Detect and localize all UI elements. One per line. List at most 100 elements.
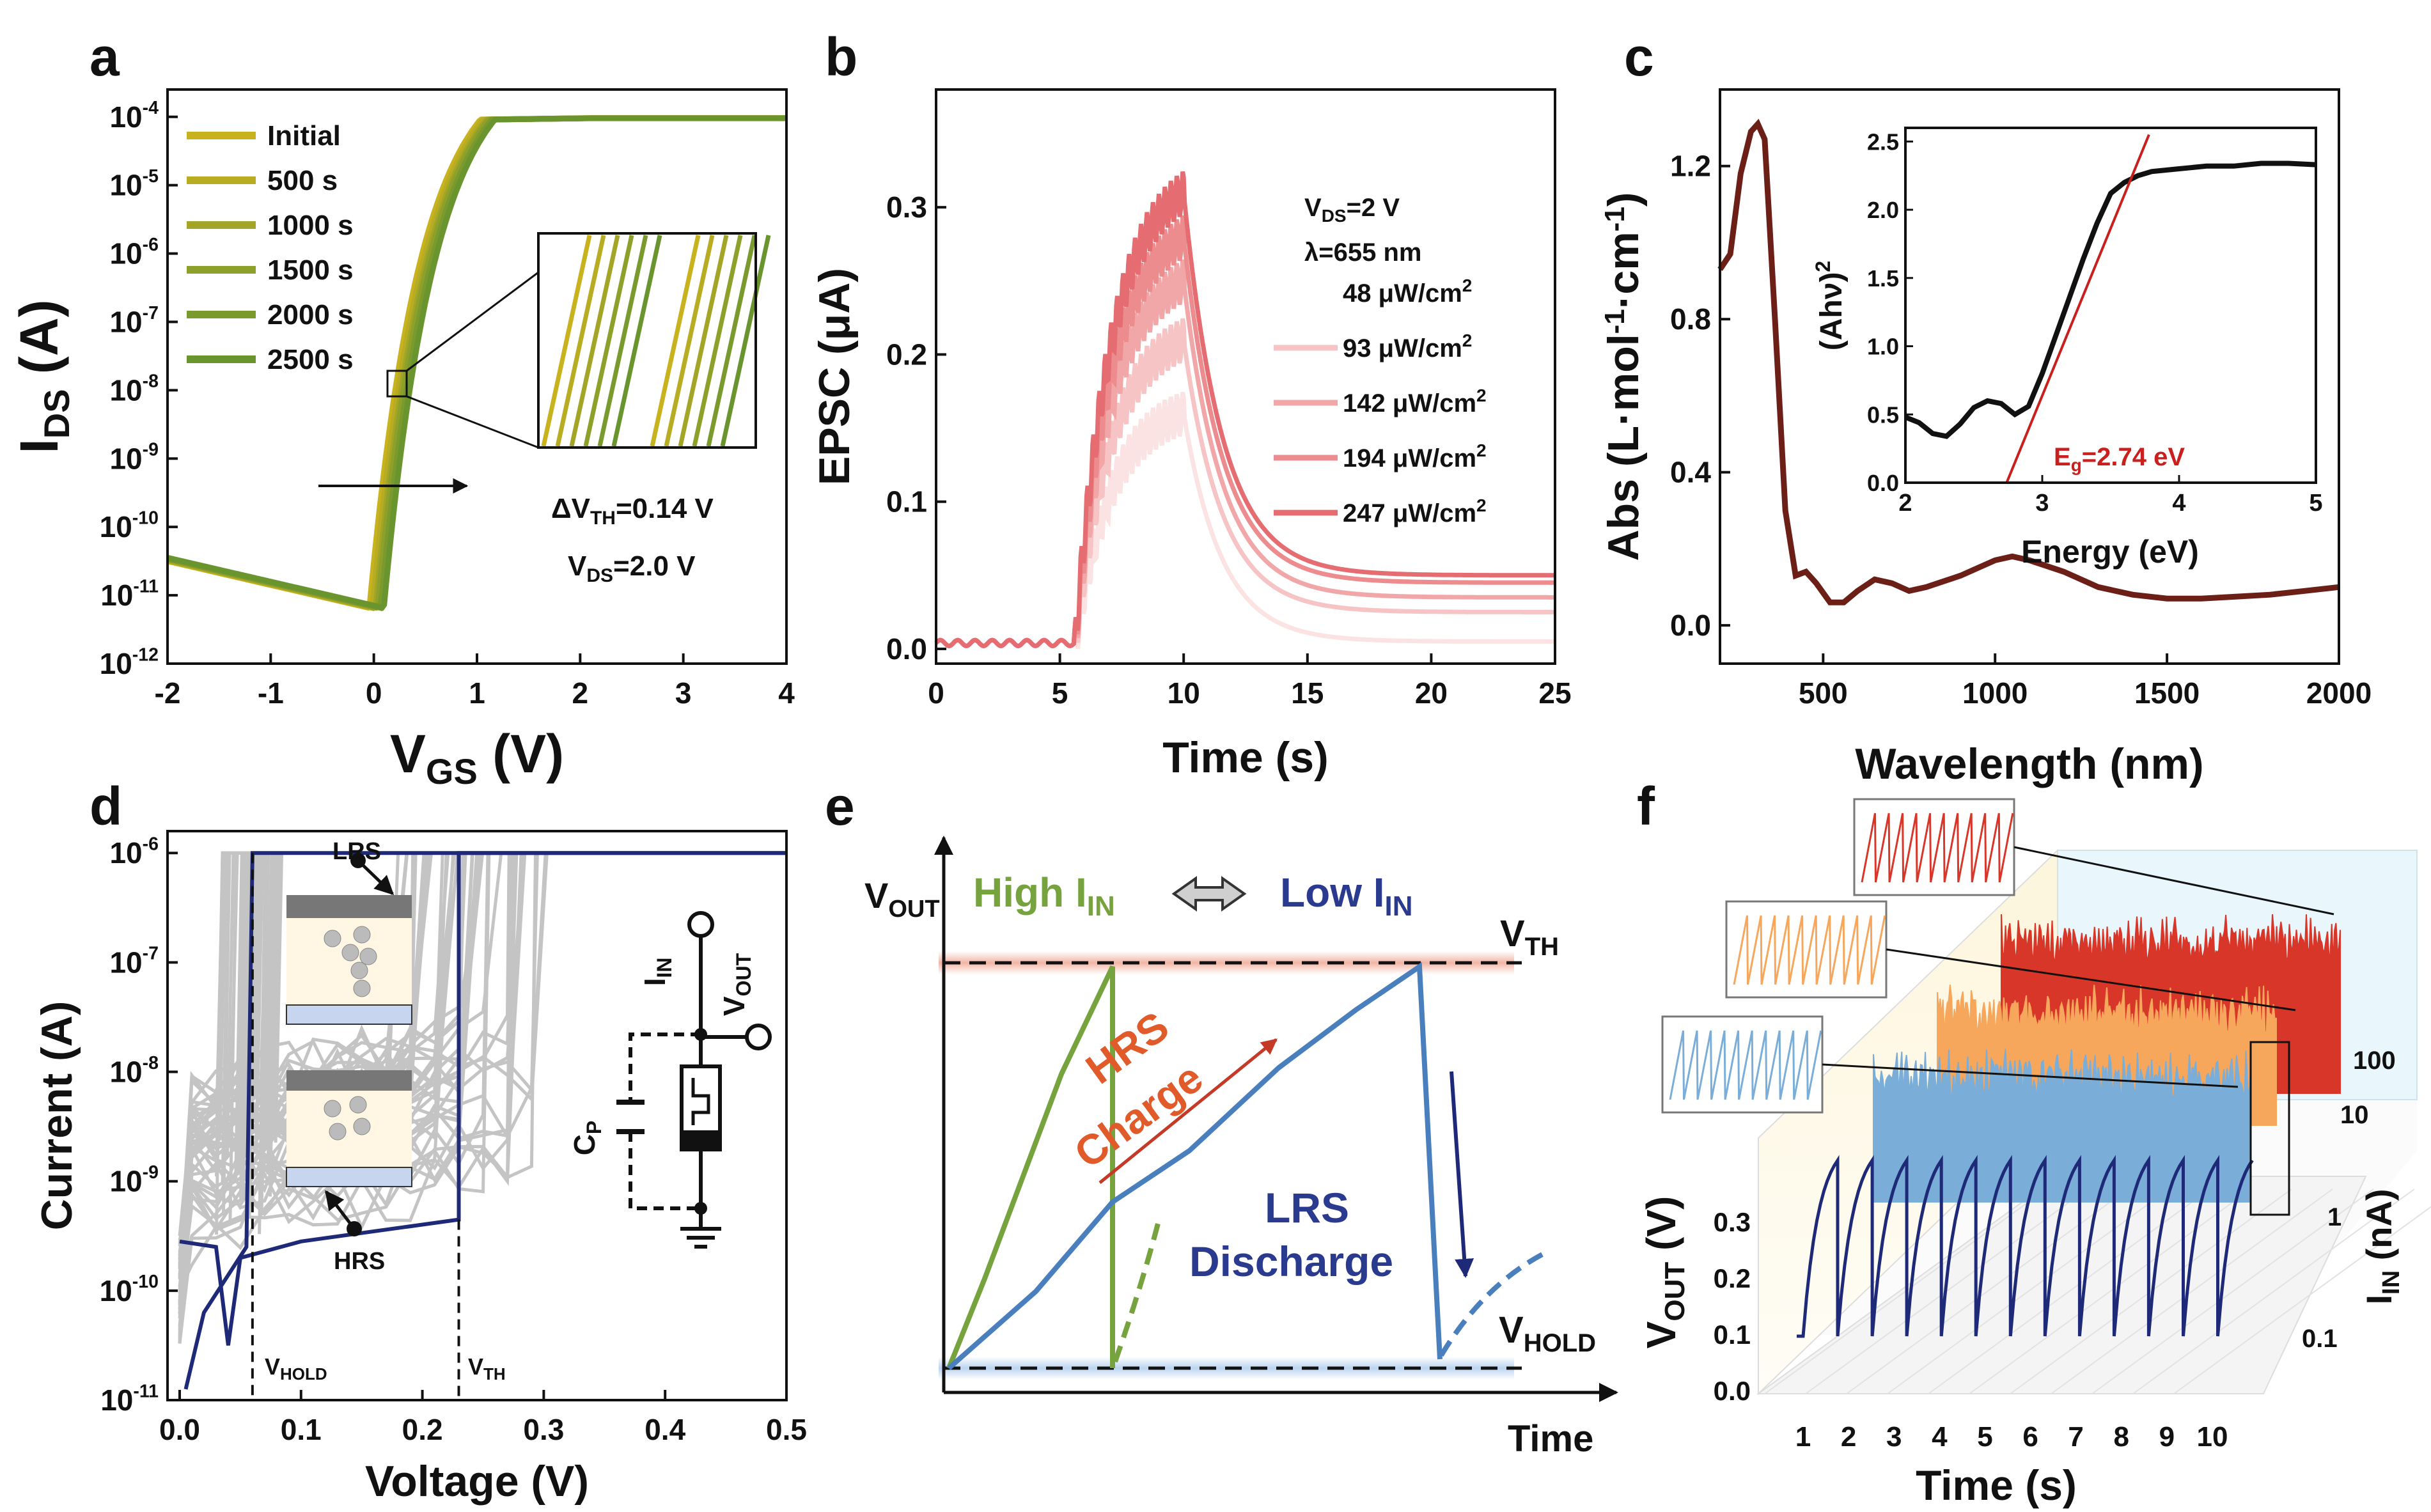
panel-a-legend-label: 2000 s (267, 299, 354, 331)
panel-e-vhold-label: VHOLD (1499, 1309, 1596, 1357)
panel-a-zoom-line (583, 235, 634, 447)
panel-a-ytick-label: 10-12 (100, 644, 159, 680)
panel-f-floor-grid (2051, 1189, 2333, 1394)
panel-d-gnd-dot (694, 1202, 707, 1215)
panel-a-xtick-label: 0 (366, 676, 382, 710)
panel-b-legend-label: 194 μW/cm2 (1343, 440, 1487, 472)
panel-b-legend-label: 247 μW/cm2 (1343, 495, 1487, 527)
panel-d-lrs-pointer (357, 859, 395, 896)
panel-b-xtick-label: 0 (928, 676, 944, 710)
panel-a-zoom-link-1 (406, 271, 539, 372)
panel-b-legend-label: 48 μW/cm2 (1343, 276, 1472, 308)
panel-c-xtick-label: 1000 (1962, 676, 2028, 710)
panel-f-ztick-label: 1 (2327, 1203, 2341, 1231)
panel-c-inset-ytick-label: 0.0 (1867, 470, 1899, 496)
panel-f-xtick-label: 5 (1977, 1421, 1992, 1453)
panel-c-ytick-label: 0.0 (1670, 609, 1711, 642)
panel-a-ytick-label: 10-4 (109, 98, 159, 134)
panel-b-legend-label: 93 μW/cm2 (1343, 331, 1472, 362)
panel-a-series-line (167, 115, 786, 611)
panel-f-ztick-label: 10 (2340, 1101, 2369, 1129)
panel-f-zlabel: IIN (nA) (2359, 1189, 2405, 1304)
panel-f-xtick-label: 2 (1841, 1421, 1856, 1453)
panel-b-xlabel: Time (s) (1162, 733, 1328, 782)
panel-label-a: a (90, 27, 120, 87)
panel-c-inset-xtick-label: 2 (1898, 490, 1912, 517)
panel-b-xtick-label: 15 (1291, 676, 1324, 710)
panel-c-xtick-label: 1500 (2134, 676, 2200, 710)
panel-c-inset-ytick-label: 2.0 (1867, 197, 1899, 223)
panel-a-vds-label: VDS=2.0 V (568, 550, 696, 586)
panel-f-xtick-label: 7 (2068, 1421, 2083, 1453)
panel-f-zoom-inset (1661, 1015, 1824, 1114)
panel-a-zoom-line (555, 235, 606, 447)
panel-b-vds: VDS=2 V (1304, 194, 1400, 226)
panel-a-dvth-label: ΔVTH=0.14 V (551, 493, 714, 529)
panel-a-zoom-box (386, 370, 408, 398)
panel-f-ylabel: VOUT (V) (1638, 1196, 1691, 1349)
panel-c-ytick-label: 1.2 (1670, 150, 1711, 183)
panel-d-iv-forward (179, 851, 786, 1346)
panel-e-low-current-curve (947, 962, 1442, 1370)
panel-c-inset-ytick-label: 2.5 (1867, 129, 1899, 155)
panel-e-high-label: High IIN (973, 869, 1115, 922)
panel-a-ytick-label: 10-11 (100, 576, 159, 612)
panel-a-ytick-label: 10-6 (109, 235, 159, 270)
panel-a-ytick-label: 10-5 (109, 166, 159, 202)
panel-b-frame (935, 88, 1556, 665)
panel-f-zoom-link (1886, 948, 2296, 1011)
panel-f-zoom-box (2249, 1041, 2290, 1216)
panel-b-xtick-label: 5 (1052, 676, 1068, 710)
panel-f-series-1nA (1873, 1048, 2251, 1203)
panel-a-legend-label: 1500 s (267, 254, 354, 286)
panel-c-ytick-label: 0.4 (1670, 456, 1711, 489)
panel-f-zoom-inset (1725, 900, 1888, 999)
panel-d-ytick-label: 10-11 (100, 1381, 159, 1417)
panel-f-ztick-label: 0.1 (2302, 1325, 2338, 1353)
panel-a-zoom-line (650, 235, 701, 447)
panel-d-node-dot (694, 1028, 707, 1041)
panel-f-zoom-inset (1853, 798, 2015, 896)
panel-label-e: e (825, 776, 855, 836)
panel-f-floor-grid (2173, 1206, 2431, 1394)
panel-f-xtick-label: 6 (2022, 1421, 2038, 1453)
panel-c-tauc-fit-line (2005, 134, 2150, 483)
panel-b-ytick-label: 0.3 (886, 191, 927, 224)
panel-f-zoom-trace (1733, 915, 1886, 985)
panel-a-zoom-line (706, 235, 757, 447)
panel-d-iin-label: IIN (638, 958, 676, 986)
panel-a-zoom-line (692, 235, 743, 447)
panel-c-inset-ytick-label: 1.5 (1867, 265, 1899, 292)
panel-a-chart: -2 -1 0 1 2 3 4 10-12 10-11 10-10 10-9 10-8 10-7 10-6… (9, 88, 795, 791)
panel-d-xtick-label: 0.4 (645, 1413, 685, 1446)
panel-a-zoom-line (541, 235, 592, 447)
panel-f-zoom-trace (1861, 813, 2014, 883)
panel-f-zoom-link (1822, 1063, 2239, 1088)
panel-f-ytick-label: 0.0 (1714, 1376, 1751, 1406)
panel-d-xtick-label: 0.3 (523, 1413, 564, 1446)
panel-a-xtick-label: 1 (469, 676, 485, 710)
panel-a-series-line (166, 115, 786, 612)
panel-d-iv-reverse (184, 851, 786, 1390)
panel-a-xtick-label: 4 (778, 676, 795, 710)
panel-c-chart: 500 1000 1500 2000 0.0 0.4 0.8 1.2 Wavelength (… (1599, 88, 2372, 788)
panel-d-ytick-label: 10-6 (109, 834, 159, 870)
panel-label-c: c (1624, 27, 1654, 87)
panel-f-floor-grid (1887, 1189, 2169, 1394)
panel-c-frame (1719, 88, 2340, 665)
panel-c-inset-frame (1904, 127, 2317, 484)
panel-a-legend-label: 500 s (267, 165, 338, 196)
panel-a-xtick-label: -1 (258, 676, 284, 710)
panel-e-high-current-dashed (1113, 1220, 1161, 1363)
panel-c-inset-xlabel: Energy (eV) (2021, 534, 2199, 570)
panel-d-xtick-label: 0.2 (402, 1413, 443, 1446)
panel-f-ztick-label: 100 (2353, 1047, 2396, 1075)
panel-b-xtick-label: 10 (1168, 676, 1200, 710)
panel-f-floor-grid (1969, 1189, 2251, 1394)
panel-f-series-0.1nA (1797, 1155, 2254, 1338)
panel-f-ytick-label: 0.3 (1714, 1207, 1751, 1237)
panel-b-series-line (934, 171, 1555, 648)
panel-d-memristor-symbol (680, 1064, 722, 1151)
